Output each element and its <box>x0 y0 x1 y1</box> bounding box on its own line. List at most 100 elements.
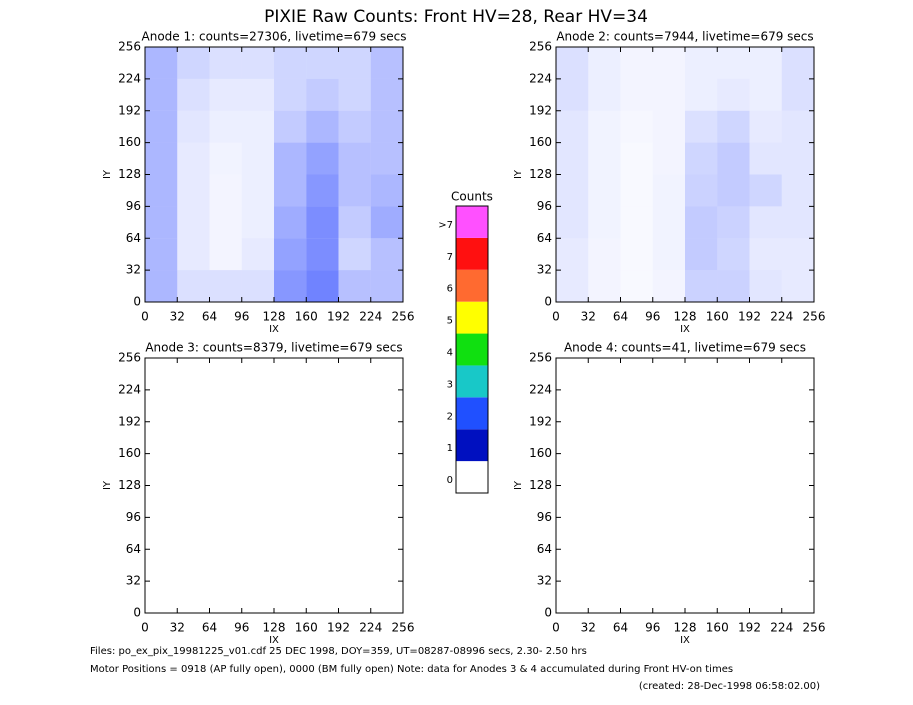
x-tick-label: 32 <box>170 310 185 324</box>
y-tick-label: 256 <box>118 40 141 54</box>
density-cell <box>749 142 782 175</box>
footer-line: Motor Positions = 0918 (AP fully open), … <box>90 664 733 675</box>
density-cell <box>177 142 210 175</box>
y-tick-label: 160 <box>529 135 552 149</box>
colorbar-swatch <box>456 269 488 302</box>
colorbar-label: 2 <box>447 411 453 422</box>
y-tick-label: 0 <box>133 295 141 309</box>
x-axis-label: IX <box>269 635 279 646</box>
y-tick-label: 32 <box>126 574 141 588</box>
colorbar-swatch <box>456 429 488 462</box>
y-tick-label: 192 <box>118 103 141 117</box>
density-cell <box>749 238 782 271</box>
colorbar-frame <box>455 205 489 494</box>
density-cell <box>241 142 274 175</box>
density-cell <box>306 174 339 207</box>
x-tick-label: 128 <box>263 310 286 324</box>
density-cell <box>685 174 718 207</box>
density-cell <box>370 142 403 175</box>
y-tick-label: 64 <box>537 542 552 556</box>
density-cell <box>145 174 178 207</box>
density-cell <box>620 47 653 79</box>
y-tick-label: 192 <box>118 414 141 428</box>
x-axis-label: IX <box>680 324 690 335</box>
density-cell <box>685 110 718 143</box>
y-axis-label: IY <box>102 480 113 490</box>
density-cell <box>749 174 782 207</box>
colorbar-label: >7 <box>438 220 453 231</box>
density-cell <box>781 174 814 207</box>
density-cell <box>685 47 718 79</box>
y-tick-label: 160 <box>118 135 141 149</box>
density-cell <box>588 206 621 239</box>
density-cell <box>781 142 814 175</box>
x-tick-label: 128 <box>674 621 697 635</box>
density-cell <box>306 206 339 239</box>
y-tick-label: 0 <box>544 295 552 309</box>
density-cell <box>274 270 307 302</box>
density-cell <box>370 110 403 143</box>
density-cell <box>209 238 242 271</box>
x-tick-label: 256 <box>392 621 415 635</box>
density-cell <box>274 206 307 239</box>
density-cell <box>145 142 178 175</box>
density-cell <box>274 238 307 271</box>
y-tick-label: 64 <box>537 231 552 245</box>
density-cell <box>338 238 371 271</box>
density-cell <box>685 78 718 111</box>
x-tick-label: 224 <box>770 310 793 324</box>
density-cell <box>685 142 718 175</box>
density-cell <box>588 142 621 175</box>
colorbar-swatch <box>456 237 488 270</box>
y-tick-label: 256 <box>118 351 141 365</box>
density-cell <box>556 174 589 207</box>
density-cell <box>717 47 750 79</box>
plot-frame <box>144 357 404 614</box>
density-cell <box>145 78 178 111</box>
x-tick-label: 160 <box>706 621 729 635</box>
density-cell <box>717 142 750 175</box>
density-cell <box>338 206 371 239</box>
density-cell <box>556 142 589 175</box>
density-cell <box>717 110 750 143</box>
x-tick-label: 128 <box>263 621 286 635</box>
density-cell <box>717 206 750 239</box>
y-tick-label: 224 <box>529 382 552 396</box>
density-cell <box>338 78 371 111</box>
density-cell <box>338 47 371 79</box>
x-tick-label: 0 <box>141 621 149 635</box>
density-cell <box>306 270 339 302</box>
y-tick-label: 128 <box>529 478 552 492</box>
colorbar-swatch <box>456 301 488 334</box>
colorbar-swatch <box>456 206 488 238</box>
density-cell <box>370 47 403 79</box>
density-cell <box>209 110 242 143</box>
density-cell <box>177 78 210 111</box>
x-tick-label: 224 <box>359 310 382 324</box>
y-tick-label: 96 <box>126 510 141 524</box>
density-cell <box>717 270 750 302</box>
density-cell <box>556 238 589 271</box>
density-cell <box>370 174 403 207</box>
y-tick-label: 32 <box>537 574 552 588</box>
density-cell <box>306 110 339 143</box>
density-cell <box>749 47 782 79</box>
density-cell <box>306 238 339 271</box>
x-tick-label: 256 <box>803 621 826 635</box>
density-cell <box>717 174 750 207</box>
density-cell <box>781 110 814 143</box>
density-cell <box>145 206 178 239</box>
density-cell <box>588 174 621 207</box>
density-cell <box>241 174 274 207</box>
density-cell <box>177 270 210 302</box>
x-tick-label: 224 <box>359 621 382 635</box>
density-cell <box>588 110 621 143</box>
density-cell <box>274 110 307 143</box>
y-tick-label: 256 <box>529 40 552 54</box>
density-cell <box>717 238 750 271</box>
colorbar-swatch <box>456 397 488 430</box>
x-tick-label: 0 <box>141 310 149 324</box>
y-axis-label: IY <box>102 169 113 179</box>
x-tick-label: 96 <box>645 621 660 635</box>
panel-title: Anode 1: counts=27306, livetime=679 secs <box>142 30 407 44</box>
